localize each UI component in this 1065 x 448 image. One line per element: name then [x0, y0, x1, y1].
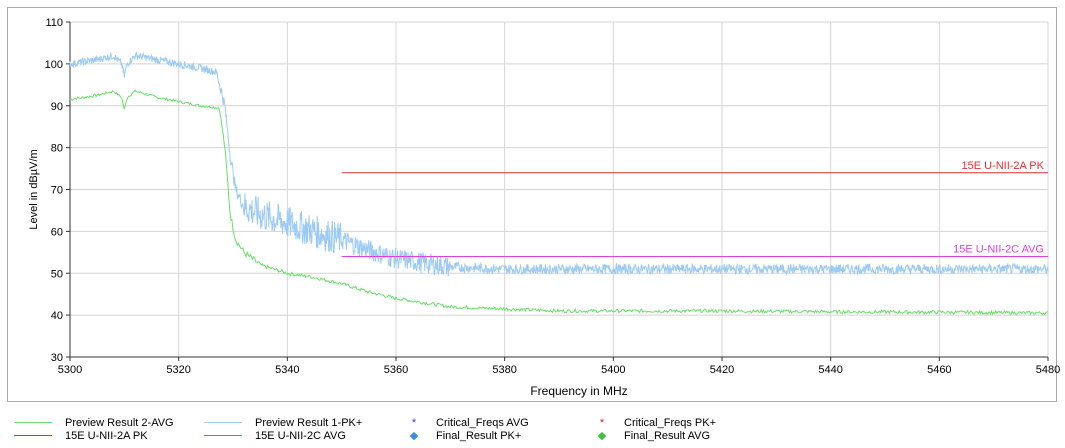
y-tick-label: 80 — [51, 143, 63, 155]
x-tick-label: 5460 — [927, 364, 951, 376]
legend: Preview Result 2-AVG Preview Result 1-PK… — [0, 416, 1065, 448]
asterisk-marker-icon: * — [411, 417, 417, 429]
y-axis-label: Level in dBµV/m — [28, 149, 40, 229]
limit-line-label: 15E U-NII-2A PK — [961, 160, 1044, 172]
y-tick-label: 30 — [51, 352, 63, 364]
legend-label: Critical_Freqs AVG — [436, 417, 529, 429]
x-tick-label: 5300 — [58, 364, 82, 376]
legend-label: Final_Result AVG — [624, 430, 711, 442]
y-tick-label: 110 — [45, 17, 63, 29]
legend-label: 15E U-NII-2A PK — [65, 430, 148, 442]
legend-swatch — [204, 422, 242, 423]
legend-label: Preview Result 1-PK+ — [255, 417, 363, 429]
diamond-marker-icon: ◆ — [597, 430, 607, 442]
x-tick-label: 5440 — [818, 364, 842, 376]
emission-plot: 5300 5320 5340 5360 5380 5400 5420 5440 5460 5480… — [28, 17, 1060, 398]
legend-swatch — [14, 435, 52, 436]
x-tick-label: 5480 — [1036, 364, 1060, 376]
x-tick-label: 5340 — [275, 364, 299, 376]
legend-label: Preview Result 2-AVG — [65, 417, 174, 429]
y-tick-label: 50 — [51, 268, 63, 280]
legend-label: Critical_Freqs PK+ — [624, 417, 717, 429]
x-tick-label: 5380 — [492, 364, 516, 376]
x-tick-label: 5400 — [601, 364, 625, 376]
y-tick-label: 60 — [51, 226, 63, 238]
legend-label: 15E U-NII-2C AVG — [255, 430, 346, 442]
asterisk-marker-icon: * — [599, 417, 605, 429]
y-tick-label: 90 — [51, 101, 63, 113]
y-tick-label: 40 — [51, 310, 63, 322]
chart-frame — [7, 7, 1057, 402]
x-tick-label: 5320 — [166, 364, 190, 376]
diamond-marker-icon: ◆ — [409, 430, 419, 442]
x-axis-label: Frequency in MHz — [530, 384, 627, 398]
legend-swatch — [14, 422, 52, 423]
legend-label: Final_Result PK+ — [436, 430, 522, 442]
limit-line-label: 15E U-NII-2C AVG — [953, 244, 1044, 256]
series-line — [69, 89, 1049, 316]
legend-swatch — [204, 435, 242, 436]
y-tick-label: 100 — [45, 59, 63, 71]
x-tick-label: 5420 — [710, 364, 734, 376]
series-line — [69, 51, 1049, 277]
x-tick-label: 5360 — [384, 364, 408, 376]
y-tick-label: 70 — [51, 185, 63, 197]
